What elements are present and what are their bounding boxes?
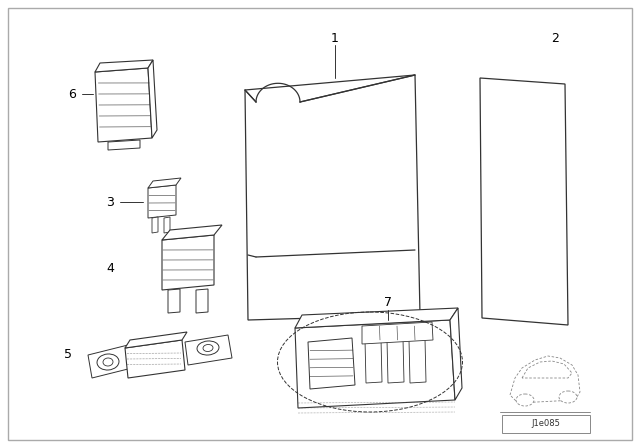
Polygon shape [409,339,426,383]
Polygon shape [168,289,180,313]
Text: 3: 3 [106,195,114,208]
Text: 5: 5 [64,349,72,362]
Ellipse shape [103,358,113,366]
Polygon shape [362,322,433,344]
Polygon shape [308,338,355,389]
Polygon shape [125,340,185,378]
Ellipse shape [516,394,534,406]
Ellipse shape [97,354,119,370]
Polygon shape [148,178,181,188]
Polygon shape [125,332,187,348]
Polygon shape [295,308,458,328]
Polygon shape [185,335,232,365]
Polygon shape [522,361,572,378]
Text: 2: 2 [551,31,559,44]
Ellipse shape [203,345,213,352]
Polygon shape [480,78,568,325]
Polygon shape [387,339,404,383]
Polygon shape [148,185,176,218]
Polygon shape [162,235,214,290]
Polygon shape [196,289,208,313]
Polygon shape [510,356,580,403]
Polygon shape [295,320,455,408]
Text: 7: 7 [384,296,392,309]
Text: 4: 4 [106,262,114,275]
Polygon shape [245,75,420,320]
Polygon shape [164,217,170,233]
Polygon shape [152,217,158,233]
Text: J1e085: J1e085 [532,419,561,428]
Polygon shape [95,60,153,72]
Ellipse shape [197,341,219,355]
Text: 6: 6 [68,87,76,100]
Polygon shape [365,339,382,383]
Polygon shape [162,225,222,240]
Bar [502,415,590,433]
Ellipse shape [559,391,577,403]
Polygon shape [108,140,140,150]
Polygon shape [450,308,462,400]
Text: 1: 1 [331,31,339,44]
Polygon shape [148,60,157,138]
Polygon shape [88,345,132,378]
Polygon shape [95,68,152,142]
